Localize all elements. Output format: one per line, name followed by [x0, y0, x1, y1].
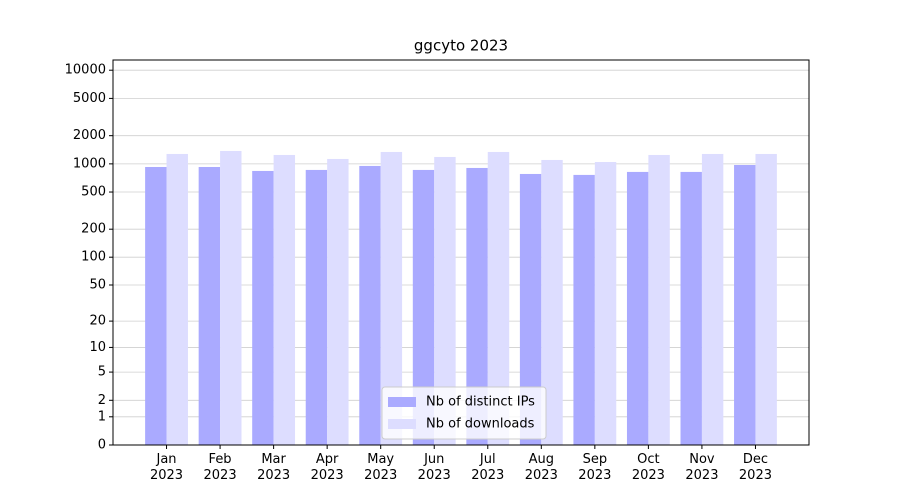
legend-label: Nb of downloads — [426, 417, 535, 432]
bar — [487, 151, 510, 445]
plot-frame — [112, 59, 810, 446]
y-tick-label: 50 — [89, 278, 106, 293]
x-tick-label: Aug 2023 — [524, 452, 558, 483]
bar — [166, 153, 188, 445]
x-tick-label: Nov 2023 — [685, 452, 719, 483]
x-tick-label: Jul 2023 — [471, 452, 505, 483]
bar — [648, 154, 670, 446]
x-tick-label: Oct 2023 — [631, 452, 665, 483]
bar — [252, 170, 274, 445]
bar — [273, 154, 296, 446]
x-tick-label: Mar 2023 — [257, 452, 291, 483]
y-tick-label: 500 — [81, 185, 106, 200]
legend: Nb of distinct IPs Nb of downloads — [381, 386, 547, 440]
legend-swatch — [388, 397, 416, 407]
x-tick-label: Dec 2023 — [738, 452, 772, 483]
legend-box — [381, 386, 547, 440]
y-tick-label: 200 — [81, 222, 106, 237]
bar — [734, 164, 756, 445]
bar — [680, 171, 702, 446]
y-tick-label: 5 — [98, 365, 106, 380]
y-tick-label: 1000 — [73, 156, 106, 171]
bar — [359, 165, 381, 446]
y-tick-label: 2 — [98, 393, 106, 408]
x-tick-label: Apr 2023 — [310, 452, 344, 483]
x-tick-label: May 2023 — [364, 452, 398, 483]
y-tick-label: 20 — [89, 314, 106, 329]
y-tick-label: 1 — [98, 409, 106, 424]
x-tick-label: Jan 2023 — [149, 452, 184, 483]
bar — [145, 166, 167, 445]
x-tick-label: Feb 2023 — [203, 452, 237, 483]
bar — [412, 169, 435, 445]
bar — [519, 173, 542, 445]
x-tick-label: Sep 2023 — [578, 452, 612, 483]
bar — [541, 159, 563, 445]
bar — [327, 158, 349, 445]
bar — [380, 151, 403, 445]
bar — [220, 150, 242, 445]
y-tick-label: 2000 — [73, 128, 106, 143]
chart-title: ggcyto 2023 — [414, 37, 508, 55]
y-tick-label: 10000 — [65, 63, 106, 78]
y-tick-label: 5000 — [73, 91, 106, 106]
x-tick-label: Jun 2023 — [417, 452, 451, 483]
bar — [594, 161, 617, 446]
legend-swatch — [388, 419, 416, 429]
legend-label: Nb of distinct IPs — [426, 395, 535, 410]
y-tick-label: 0 — [98, 438, 106, 453]
bar — [701, 153, 724, 445]
bar — [573, 174, 595, 445]
bar — [198, 166, 221, 445]
y-tick-label: 100 — [81, 250, 106, 265]
bar — [466, 167, 488, 445]
bar — [755, 153, 777, 445]
bar — [305, 169, 328, 445]
bar — [434, 156, 456, 445]
y-tick-label: 10 — [89, 340, 106, 355]
bar — [626, 171, 649, 446]
